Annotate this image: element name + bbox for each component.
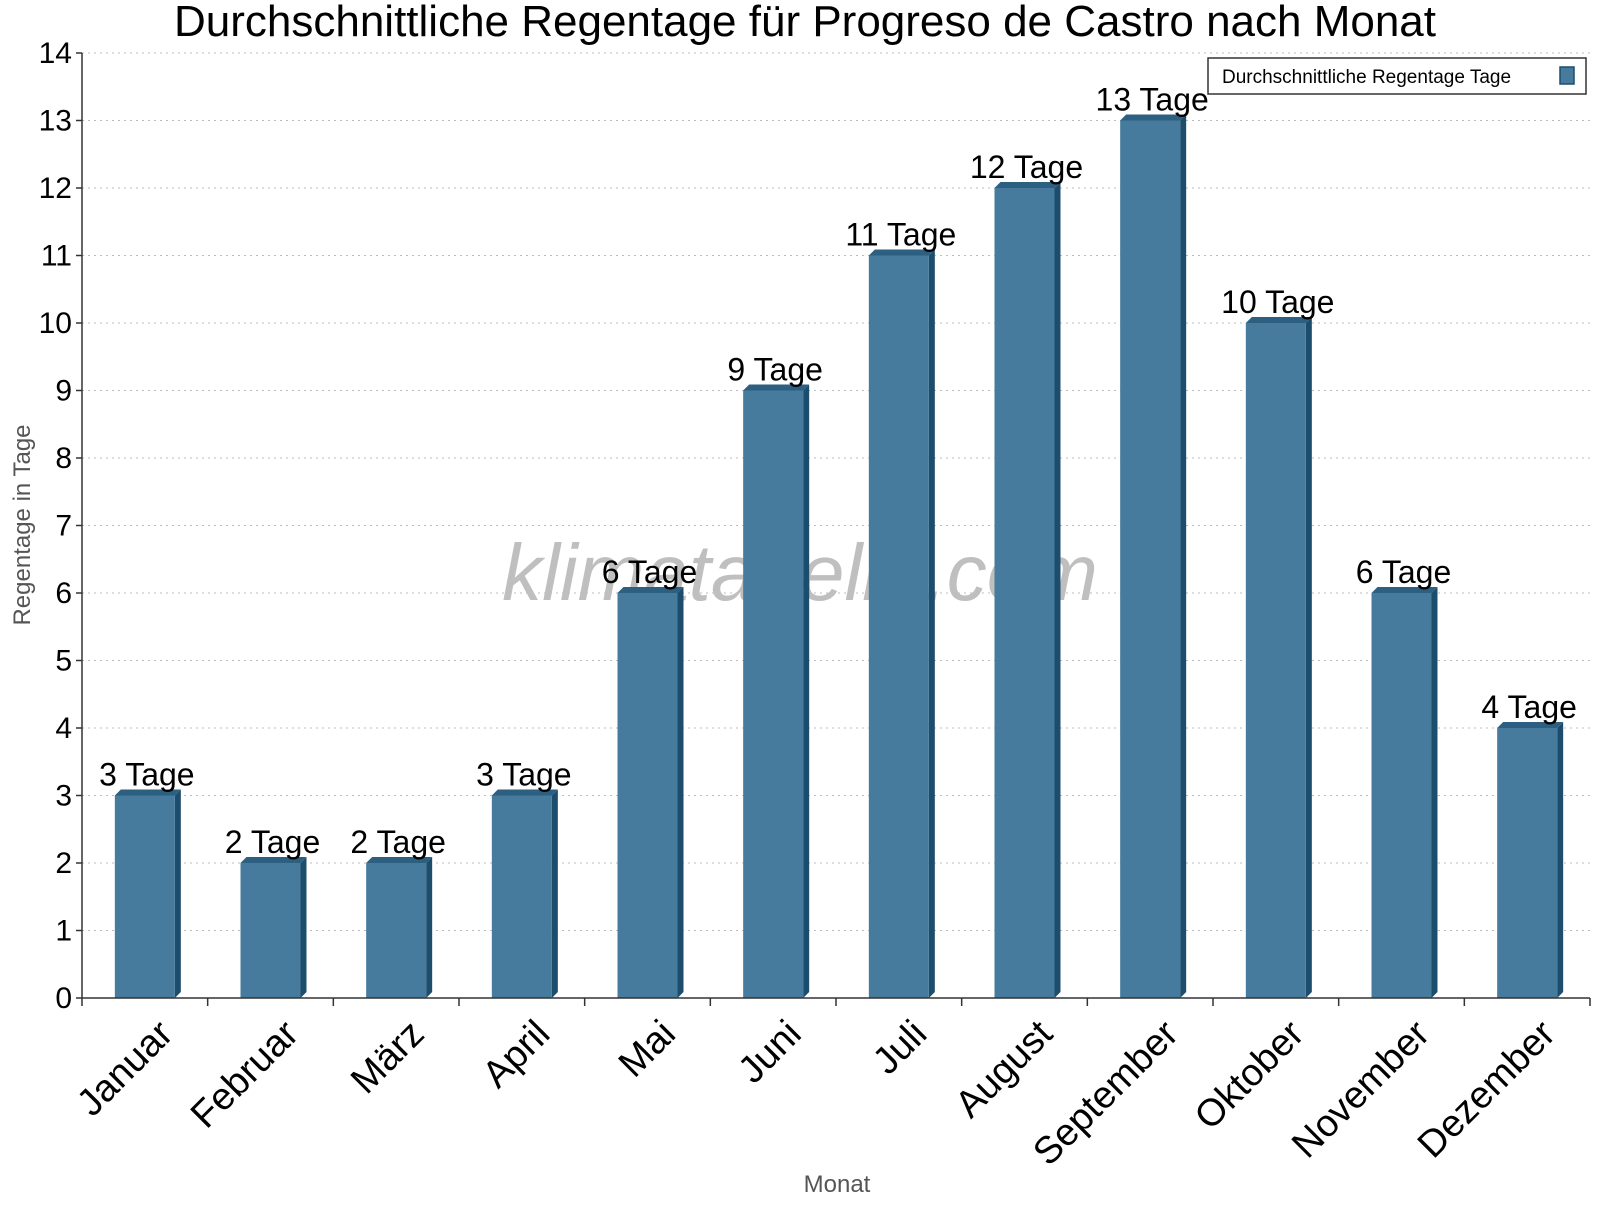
y-tick-label: 9 — [55, 375, 72, 408]
bar-face — [240, 863, 301, 998]
bar-side — [1557, 722, 1564, 998]
x-tick-label: August — [948, 1012, 1062, 1126]
bar-side — [551, 789, 558, 998]
bar — [1371, 587, 1438, 998]
value-labels: 3 Tage 2 Tage 2 Tage 3 Tage 6 Tage 9 Tage 11 T… — [99, 82, 1577, 861]
bar-top — [1120, 114, 1187, 121]
x-tick-label: Dezember — [1410, 1012, 1564, 1166]
bar-side — [803, 384, 810, 998]
bar-top — [114, 789, 181, 796]
x-tick-label: Juni — [731, 1013, 810, 1092]
chart-title: Durchschnittliche Regentage für Progreso… — [174, 0, 1436, 46]
bar-value-label: 2 Tage — [225, 824, 321, 860]
legend: Durchschnittliche Regentage Tage — [1207, 57, 1587, 95]
y-tick-label: 8 — [55, 442, 72, 475]
bar-value-label: 13 Tage — [1096, 82, 1209, 118]
y-tick-label: 7 — [55, 510, 72, 543]
bar — [1245, 317, 1312, 998]
y-tick-label: 12 — [39, 172, 72, 205]
y-tick-label: 1 — [55, 915, 72, 948]
bar-side — [928, 249, 935, 998]
y-tick-label: 11 — [41, 240, 72, 273]
y-tick-label: 3 — [55, 780, 72, 813]
bar-face — [743, 390, 804, 998]
bar — [868, 249, 935, 998]
bar-value-label: 4 Tage — [1481, 689, 1577, 725]
bar-face — [491, 795, 552, 998]
bar-side — [1054, 182, 1061, 998]
x-tick-label: Oktober — [1187, 1012, 1313, 1138]
bar-top — [1245, 317, 1312, 323]
bar-face — [1245, 323, 1306, 998]
bar — [1497, 722, 1564, 998]
bar-top — [1497, 722, 1564, 728]
bar-value-label: 12 Tage — [970, 149, 1083, 185]
bar-top — [1371, 587, 1438, 593]
x-tick-label: Februar — [183, 1012, 307, 1136]
x-tick-label: Januar — [69, 1012, 181, 1124]
bar — [366, 857, 433, 998]
bar — [743, 384, 810, 998]
bar-top — [617, 587, 684, 593]
bar — [114, 789, 181, 998]
bar-side — [300, 857, 307, 998]
x-tick-label: Mai — [611, 1013, 684, 1086]
x-tick-label: Juli — [865, 1013, 935, 1083]
bar-value-label: 11 Tage — [845, 217, 956, 253]
bar-face — [1497, 728, 1558, 998]
bar-value-label: 2 Tage — [350, 824, 446, 860]
bars — [114, 114, 1564, 998]
bar-top — [868, 249, 935, 256]
y-axis-title: Regentage in Tage — [9, 424, 36, 625]
bar-top — [994, 182, 1061, 188]
y-tick-label: 5 — [55, 645, 72, 678]
y-tick-label: 6 — [55, 577, 72, 610]
bar-face — [366, 863, 427, 998]
x-axis-title: Monat — [804, 1171, 871, 1198]
bar-side — [677, 587, 684, 998]
bar — [994, 182, 1061, 998]
bar-value-label: 10 Tage — [1221, 284, 1334, 320]
legend-box — [1207, 57, 1587, 95]
bar-side — [1180, 114, 1187, 998]
bar-face — [114, 795, 175, 998]
y-tick-label: 4 — [55, 712, 72, 745]
bar-value-label: 6 Tage — [1356, 554, 1452, 590]
bar-top — [743, 384, 810, 391]
bar-value-label: 3 Tage — [476, 757, 572, 793]
y-tick-label: 13 — [39, 105, 72, 138]
bar-face — [868, 255, 929, 998]
bar-face — [994, 188, 1055, 998]
x-tick-label: November — [1284, 1012, 1438, 1166]
bar-top — [491, 789, 558, 796]
bar — [617, 587, 684, 998]
bar-side — [1431, 587, 1438, 998]
y-tick-label: 10 — [39, 307, 72, 340]
bar — [491, 789, 558, 998]
bar-face — [1120, 120, 1181, 998]
bar-value-label: 9 Tage — [727, 352, 823, 388]
bar-top — [240, 857, 307, 863]
x-tick-label: April — [475, 1013, 558, 1096]
y-tick-label: 14 — [39, 37, 72, 70]
bar — [240, 857, 307, 998]
y-tick-label: 0 — [55, 982, 72, 1015]
bar-side — [426, 857, 433, 998]
bar-top — [366, 857, 433, 863]
y-tick-label: 2 — [55, 847, 72, 880]
bar-value-label: 6 Tage — [602, 554, 698, 590]
legend-label: Durchschnittliche Regentage Tage — [1222, 67, 1511, 88]
bar-value-label: 3 Tage — [99, 757, 195, 793]
bar — [1120, 114, 1187, 998]
bar-side — [1305, 317, 1312, 998]
bar-side — [174, 789, 181, 998]
legend-swatch — [1559, 66, 1575, 85]
grid-lines — [82, 52, 1590, 931]
bar-face — [617, 593, 678, 998]
x-tick-label: März — [343, 1013, 432, 1102]
bar-face — [1371, 593, 1432, 998]
